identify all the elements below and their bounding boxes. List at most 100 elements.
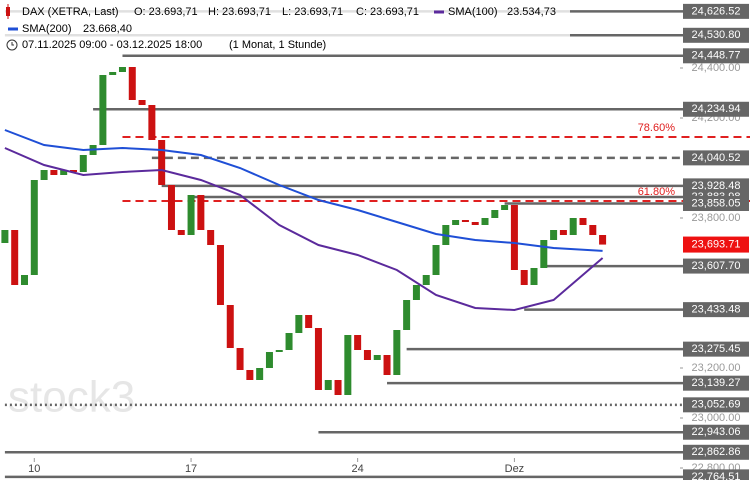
- candle-body: [118, 67, 126, 72]
- level-label-box: [683, 444, 749, 460]
- watermark: stock3: [8, 373, 135, 422]
- y-tick-label: 23,200.00: [692, 362, 741, 374]
- candle-body: [363, 350, 371, 360]
- candle-body: [324, 380, 332, 390]
- level-label: 23,858.05: [692, 197, 741, 209]
- level-label: 24,448.77: [692, 50, 741, 62]
- legend-ohlc: O: 23.693,71: [134, 6, 198, 18]
- candle-body: [158, 140, 166, 185]
- candle-body: [579, 218, 587, 225]
- candle-body: [491, 210, 499, 218]
- candle-body: [589, 225, 597, 235]
- level-label-box: [683, 258, 749, 274]
- clock-hands: [11, 42, 14, 46]
- level-label: 24,530.80: [692, 29, 741, 41]
- candle-body: [344, 335, 352, 395]
- clock-icon: [6, 39, 18, 51]
- candle-body: [393, 330, 401, 375]
- candle-body: [167, 185, 175, 230]
- candle-body: [540, 240, 548, 268]
- candle-body: [30, 180, 38, 275]
- candle-body: [354, 335, 362, 350]
- candle-body: [373, 355, 381, 360]
- candle-body: [128, 67, 136, 100]
- legend-ohlc: L: 23.693,71: [282, 6, 343, 18]
- level-label-box: [683, 195, 749, 211]
- level-label: 22,764.51: [692, 471, 741, 480]
- candle-body: [69, 170, 77, 172]
- candle-body: [226, 305, 234, 348]
- x-tick-label: 10: [28, 463, 40, 475]
- candle-body: [20, 275, 28, 285]
- candle-body: [550, 230, 558, 240]
- candle-body: [40, 170, 48, 180]
- candle-body: [383, 355, 391, 375]
- candle-body: [60, 170, 68, 175]
- candle-body: [559, 230, 567, 235]
- candle-body: [138, 100, 146, 105]
- level-label: 24,040.52: [692, 152, 741, 164]
- candle-body: [314, 328, 322, 390]
- legend-ohlc: H: 23.693,71: [208, 6, 271, 18]
- candle-body: [197, 195, 205, 230]
- candle-body: [265, 352, 273, 368]
- level-label-box: [683, 424, 749, 440]
- x-tick-label: 17: [185, 463, 197, 475]
- candle-body: [256, 368, 264, 380]
- plot: 78.60% 61.80%: [1, 10, 750, 479]
- level-label-box: [683, 150, 749, 166]
- level-label: 23,607.70: [692, 260, 741, 272]
- candle-body: [148, 105, 156, 140]
- candle-body: [403, 300, 411, 330]
- candle-body: [50, 170, 58, 175]
- level-label-box: [683, 101, 749, 117]
- y-tick-label: 24,400.00: [692, 62, 741, 74]
- candle-body: [11, 230, 19, 285]
- y-tick-label: 23,000.00: [692, 412, 741, 424]
- level-label: 22,862.86: [692, 446, 741, 458]
- legend-series-name: SMA(100): [448, 6, 498, 18]
- interval-label: (1 Monat, 1 Stunde): [229, 39, 326, 51]
- level-label-box: [683, 341, 749, 357]
- candle-body: [99, 75, 107, 145]
- candle-body: [432, 245, 440, 275]
- level-label: 23,275.45: [692, 343, 741, 355]
- candle-body: [569, 218, 577, 235]
- candle-body: [481, 218, 489, 225]
- candle-body: [1, 230, 9, 243]
- level-label-box: [683, 397, 749, 413]
- candle-body: [520, 270, 528, 285]
- candle-body: [275, 350, 283, 352]
- candle-body: [334, 380, 342, 395]
- level-label-box: [683, 27, 749, 43]
- candle-body: [187, 195, 195, 235]
- legend-title: DAX (XETRA, Last): [22, 6, 119, 18]
- candle-body: [79, 155, 87, 172]
- candle-body: [599, 235, 607, 245]
- legend-series-value: 23.668,40: [83, 23, 132, 35]
- last-price-label: 23,693.71: [692, 238, 741, 250]
- legend-series-value: 23.534,73: [507, 6, 556, 18]
- last-price-box: [683, 236, 749, 253]
- fib-label: 78.60%: [638, 122, 676, 134]
- candle-body: [216, 245, 224, 305]
- range-label: 07.11.2025 09:00 - 03.12.2025 18:00: [22, 39, 202, 51]
- candle-body: [246, 370, 254, 380]
- x-tick-label: 24: [352, 463, 364, 475]
- legend-series-name: SMA(200): [22, 23, 72, 35]
- level-label: 23,139.27: [692, 377, 741, 389]
- axis: 24,400.0024,200.0023,800.0023,200.0023,0…: [28, 3, 749, 485]
- candle-body: [461, 220, 469, 222]
- level-label-box: [683, 3, 749, 19]
- level-label: 23,433.48: [692, 304, 741, 316]
- y-tick-label: 23,800.00: [692, 212, 741, 224]
- level-label: 24,626.52: [692, 5, 741, 17]
- fib-label: 61.80%: [638, 186, 676, 198]
- candle-body: [285, 333, 293, 350]
- x-tick-label: Dez: [505, 463, 525, 475]
- candle-body: [510, 205, 518, 270]
- legend-bg: [0, 0, 570, 54]
- candle-body: [452, 220, 460, 225]
- candle-body: [530, 268, 538, 285]
